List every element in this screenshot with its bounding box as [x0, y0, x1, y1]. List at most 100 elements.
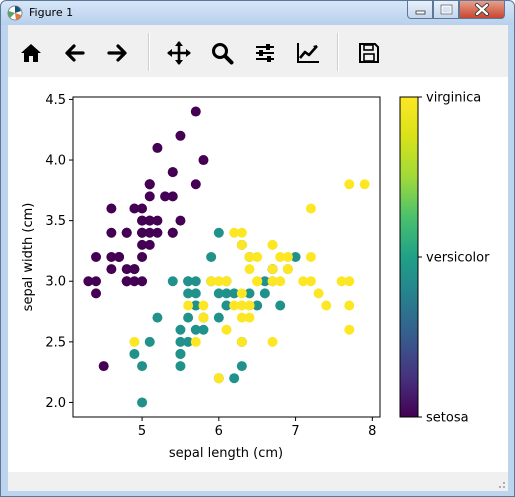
zoom-magnifier-icon	[212, 43, 234, 65]
colorbar	[399, 96, 419, 418]
scatter-point-versicolor	[213, 227, 224, 238]
y-tick-label: 4.5	[45, 93, 66, 108]
scatter-point-versicolor	[190, 300, 201, 311]
scatter-point-setosa	[106, 227, 117, 238]
scatter-point-setosa	[137, 276, 148, 287]
back-arrow-icon	[65, 44, 85, 62]
scatter-point-setosa	[83, 276, 94, 287]
scatter-point-versicolor	[152, 312, 163, 323]
x-tick-label: 8	[368, 424, 376, 439]
y-tick-label: 3.0	[45, 275, 66, 290]
minimize-button[interactable]	[407, 1, 433, 19]
scatter-point-setosa	[129, 276, 140, 287]
scatter-point-setosa	[137, 227, 148, 238]
scatter-point-versicolor	[259, 276, 270, 287]
scatter-point-versicolor	[190, 288, 201, 299]
scatter-point-versicolor	[259, 288, 270, 299]
scatter-point-versicolor	[198, 324, 209, 335]
scatter-point-virginica	[305, 252, 316, 262]
configure-subplots-icon	[256, 44, 274, 62]
scatter-point-virginica	[344, 276, 355, 287]
scatter-point-setosa	[137, 215, 148, 226]
scatter-point-virginica	[252, 252, 263, 262]
scatter-point-virginica	[344, 300, 355, 311]
y-axis-label: sepal width (cm)	[21, 203, 36, 312]
scatter-point-virginica	[267, 336, 278, 347]
scatter-point-setosa	[167, 227, 178, 238]
scatter-point-versicolor	[175, 348, 186, 359]
scatter-point-virginica	[267, 264, 278, 275]
close-button[interactable]	[459, 1, 505, 19]
scatter-point-setosa	[121, 276, 132, 287]
scatter-point-versicolor	[229, 373, 240, 384]
scatter-point-versicolor	[144, 336, 155, 347]
maximize-button[interactable]	[433, 1, 459, 19]
scatter-point-setosa	[144, 215, 155, 226]
scatter-point-setosa	[121, 227, 132, 238]
scatter-point-versicolor	[236, 361, 247, 372]
scatter-point-virginica	[305, 276, 316, 287]
scatter-point-setosa	[152, 142, 163, 153]
scatter-point-virginica	[282, 264, 293, 275]
scatter-point-virginica	[198, 300, 209, 311]
scatter-point-versicolor	[190, 276, 201, 287]
scatter-point-virginica	[275, 276, 286, 287]
scatter-plot[interactable]: 5 6 7 8 2.0 2.5 3.0 3.5 4.0 4.5 sepal length (cm…	[8, 77, 508, 472]
resize-grip-icon[interactable]	[496, 479, 506, 489]
configure-subplots-button[interactable]	[249, 37, 281, 69]
scatter-point-virginica	[313, 288, 324, 299]
minimize-icon	[415, 10, 426, 15]
scatter-point-setosa	[106, 203, 117, 214]
zoom-button[interactable]	[206, 37, 238, 69]
scatter-point-versicolor	[183, 276, 194, 287]
pan-button[interactable]	[163, 37, 195, 69]
title-bar[interactable]: Figure 1	[1, 1, 514, 25]
scatter-point-virginica	[267, 239, 278, 250]
scatter-point-setosa	[98, 361, 109, 372]
toolbar-separator	[148, 33, 150, 71]
scatter-point-virginica	[221, 276, 232, 287]
scatter-point-virginica	[336, 276, 347, 287]
scatter-point-versicolor	[206, 252, 217, 262]
scatter-point-setosa	[144, 179, 155, 190]
scatter-point-virginica	[344, 179, 355, 190]
y-tick-label: 4.0	[45, 154, 66, 169]
scatter-point-versicolor	[190, 324, 201, 335]
scatter-point-setosa	[152, 227, 163, 238]
scatter-point-virginica	[244, 312, 255, 323]
scatter-point-versicolor	[244, 288, 255, 299]
x-tick-label: 7	[291, 424, 299, 439]
scatter-point-setosa	[106, 252, 117, 262]
save-button[interactable]	[353, 37, 385, 69]
x-axis-label: sepal length (cm)	[169, 446, 283, 461]
pan-move-icon	[167, 41, 191, 65]
scatter-point-setosa	[167, 167, 178, 178]
scatter-point-setosa	[91, 252, 102, 262]
scatter-point-virginica	[190, 336, 201, 347]
forward-button[interactable]	[101, 37, 133, 69]
scatter-point-virginica	[213, 373, 224, 384]
scatter-point-versicolor	[183, 312, 194, 323]
save-disk-icon	[359, 43, 379, 63]
scatter-point-versicolor	[129, 348, 140, 359]
maximize-icon	[440, 4, 453, 15]
figure-canvas[interactable]: 5 6 7 8 2.0 2.5 3.0 3.5 4.0 4.5 sepal length (cm…	[8, 77, 508, 472]
scatter-point-setosa	[121, 264, 132, 275]
home-button[interactable]	[15, 37, 47, 69]
scatter-point-virginica	[236, 336, 247, 347]
scatter-point-virginica	[221, 324, 232, 335]
scatter-point-versicolor	[229, 288, 240, 299]
scatter-point-setosa	[190, 179, 201, 190]
scatter-point-virginica	[229, 300, 240, 311]
close-icon	[475, 3, 489, 16]
colorbar-label-virginica: virginica	[426, 91, 481, 106]
edit-axis-button[interactable]	[292, 37, 324, 69]
forward-arrow-icon	[107, 44, 127, 62]
scatter-point-virginica	[213, 276, 224, 287]
scatter-point-setosa	[144, 227, 155, 238]
scatter-point-setosa	[137, 252, 148, 262]
scatter-point-setosa	[152, 215, 163, 226]
scatter-point-setosa	[175, 130, 186, 141]
back-button[interactable]	[59, 37, 91, 69]
